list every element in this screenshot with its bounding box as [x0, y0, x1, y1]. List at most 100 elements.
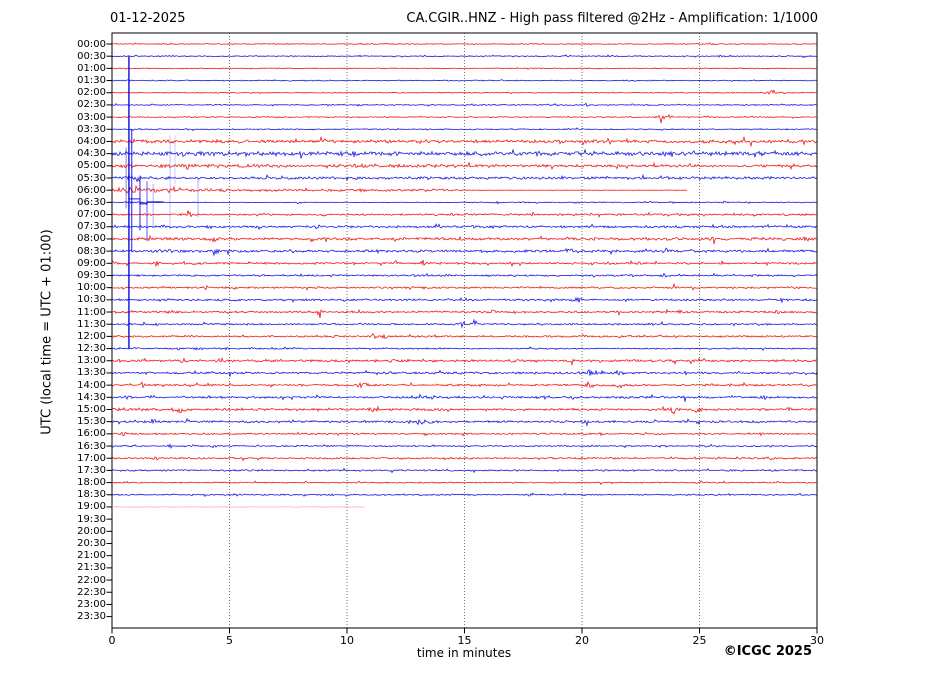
y-tick-label: 07:30 [77, 221, 106, 233]
trace-08:30 [111, 247, 818, 257]
y-tick-label: 11:00 [77, 306, 106, 318]
trace-18:00 [111, 480, 818, 486]
copyright-label: ©ICGC 2025 [723, 644, 812, 659]
trace-17:00 [111, 456, 818, 462]
trace-10:00 [111, 282, 818, 291]
y-tick-label: 03:30 [77, 123, 106, 135]
trace-18:30 [111, 492, 818, 498]
trace-12:30 [111, 346, 818, 352]
y-tick-label: 04:00 [77, 135, 106, 147]
trace-14:30 [111, 393, 818, 402]
y-tick-label: 16:00 [77, 428, 106, 440]
trace-03:30 [111, 127, 818, 132]
trace-15:00 [111, 405, 818, 415]
trace-04:00 [111, 135, 818, 148]
trace-19:00 [111, 506, 366, 508]
trace-05:00 [111, 161, 818, 171]
trace-17:30 [111, 467, 818, 474]
trace-12:00 [111, 332, 818, 340]
y-tick-label: 08:00 [77, 233, 106, 245]
trace-07:30 [111, 222, 818, 231]
x-tick-label: 5 [226, 634, 233, 647]
trace-09:00 [111, 259, 818, 268]
y-tick-label: 21:00 [77, 550, 106, 562]
y-tick-label: 18:00 [77, 477, 106, 489]
y-tick-label: 13:00 [77, 355, 106, 367]
trace-11:30 [111, 318, 818, 329]
y-tick-label: 11:30 [77, 318, 106, 330]
x-tick-label: 25 [692, 634, 707, 647]
y-tick-label: 23:30 [77, 611, 106, 623]
y-tick-label: 03:00 [77, 111, 106, 123]
trace-13:00 [111, 356, 818, 367]
trace-00:30 [111, 54, 818, 59]
trace-16:30 [111, 443, 818, 449]
y-tick-label: 22:30 [77, 586, 106, 598]
x-tick-label: 15 [457, 634, 472, 647]
plot-title: CA.CGIR..HNZ - High pass filtered @2Hz -… [406, 11, 818, 26]
trace-13:30 [111, 368, 818, 378]
y-tick-label: 21:30 [77, 562, 106, 574]
trace-14:00 [111, 380, 818, 389]
trace-02:00 [111, 89, 818, 95]
y-tick-label: 00:00 [77, 38, 106, 50]
y-tick-label: 19:30 [77, 513, 106, 525]
y-tick-label: 05:00 [77, 160, 106, 172]
y-tick-label: 05:30 [77, 172, 106, 184]
y-tick-label: 20:00 [77, 525, 106, 537]
y-tick-label: 15:00 [77, 403, 106, 415]
trace-11:00 [111, 308, 818, 319]
trace-06:30 [111, 200, 818, 205]
y-tick-label: 18:30 [77, 489, 106, 501]
x-tick-label: 30 [810, 634, 824, 647]
trace-00:00 [111, 42, 818, 46]
y-tick-label: 17:00 [77, 452, 106, 464]
trace-15:30 [111, 417, 818, 427]
trace-02:30 [111, 102, 818, 108]
trace-04:30 [111, 149, 818, 159]
y-tick-label: 09:00 [77, 257, 106, 269]
y-tick-label: 23:00 [77, 598, 106, 610]
trace-06:00 [111, 184, 688, 194]
y-tick-label: 14:30 [77, 391, 106, 403]
x-tick-label: 10 [340, 634, 354, 647]
y-tick-label: 10:30 [77, 294, 106, 306]
trace-07:00 [111, 210, 818, 218]
y-tick-label: 09:30 [77, 269, 106, 281]
y-tick-label: 15:30 [77, 416, 106, 428]
y-tick-label: 02:00 [77, 87, 106, 99]
trace-08:00 [111, 234, 818, 245]
y-tick-label: 19:00 [77, 501, 106, 513]
x-axis-title: time in minutes [416, 646, 512, 660]
trace-05:30 [111, 173, 818, 183]
y-tick-label: 08:30 [77, 245, 106, 257]
y-tick-label: 00:30 [77, 50, 106, 62]
y-tick-label: 06:00 [77, 184, 106, 196]
y-tick-label: 06:30 [77, 196, 106, 208]
y-tick-label: 01:00 [77, 62, 106, 74]
trace-03:00 [111, 113, 818, 124]
y-tick-label: 13:30 [77, 367, 106, 379]
date-label: 01-12-2025 [110, 11, 186, 26]
trace-16:00 [111, 431, 818, 437]
y-tick-label: 01:30 [77, 75, 106, 87]
y-tick-label: 20:30 [77, 538, 106, 549]
y-tick-label: 16:30 [77, 440, 106, 452]
y-tick-label: 04:30 [77, 148, 106, 160]
y-tick-label: 14:00 [77, 379, 106, 391]
trace-10:30 [111, 296, 818, 304]
y-tick-label: 22:00 [77, 574, 106, 586]
y-tick-label: 12:30 [77, 343, 106, 355]
trace-09:30 [111, 272, 818, 278]
y-tick-label: 12:00 [77, 330, 106, 342]
y-tick-label: 07:00 [77, 209, 106, 221]
y-tick-label: 02:30 [77, 99, 106, 111]
x-tick-label: 0 [108, 634, 116, 647]
x-tick-label: 20 [575, 634, 589, 647]
y-tick-label: 10:00 [77, 282, 106, 294]
event-step-overlay [128, 198, 164, 205]
trace-01:00 [111, 67, 818, 70]
trace-01:30 [111, 79, 818, 83]
